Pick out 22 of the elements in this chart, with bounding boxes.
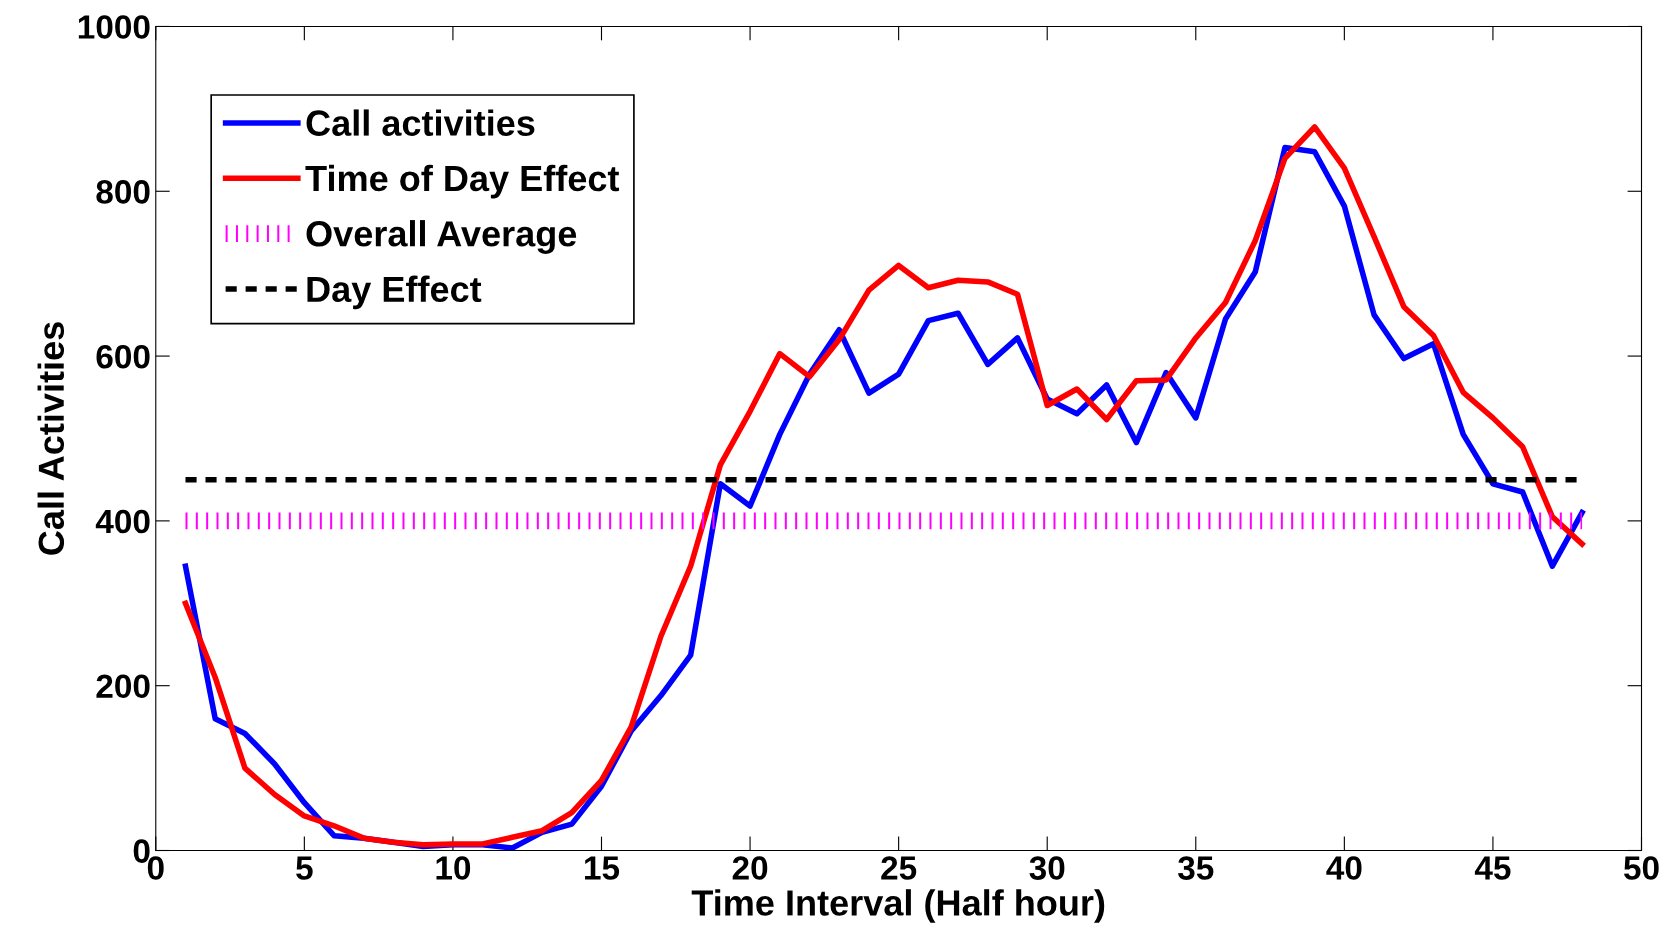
x-tick-label: 45 (1474, 856, 1511, 880)
legend-label: Time of Day Effect (305, 164, 620, 199)
y-tick-label: 1000 (78, 15, 150, 39)
y-tick-label: 600 (96, 344, 150, 369)
y-tick-label: 400 (95, 509, 150, 534)
y-axis-title: Call Activities (37, 322, 65, 555)
x-axis-title: Time Interval (Half hour) (691, 889, 1105, 923)
y-tick-label: 800 (96, 180, 150, 204)
x-tick-label: 50 (1623, 856, 1659, 880)
legend-label: Day Effect (307, 275, 482, 310)
x-tick-label: 30 (1029, 856, 1065, 880)
x-tick-label: 15 (585, 856, 620, 880)
legend-label: Call activities (306, 109, 535, 136)
legend-label: Overall Average (306, 220, 577, 254)
x-tick-label: 40 (1326, 856, 1362, 880)
x-tick-label: 35 (1178, 856, 1214, 880)
x-tick-label: 20 (732, 856, 768, 880)
x-tick-label: 5 (296, 856, 313, 880)
y-tick-label: 200 (96, 674, 150, 699)
y-tick-label: 0 (133, 839, 150, 863)
x-tick-label: 10 (436, 856, 471, 880)
x-tick-label: 25 (881, 856, 917, 880)
